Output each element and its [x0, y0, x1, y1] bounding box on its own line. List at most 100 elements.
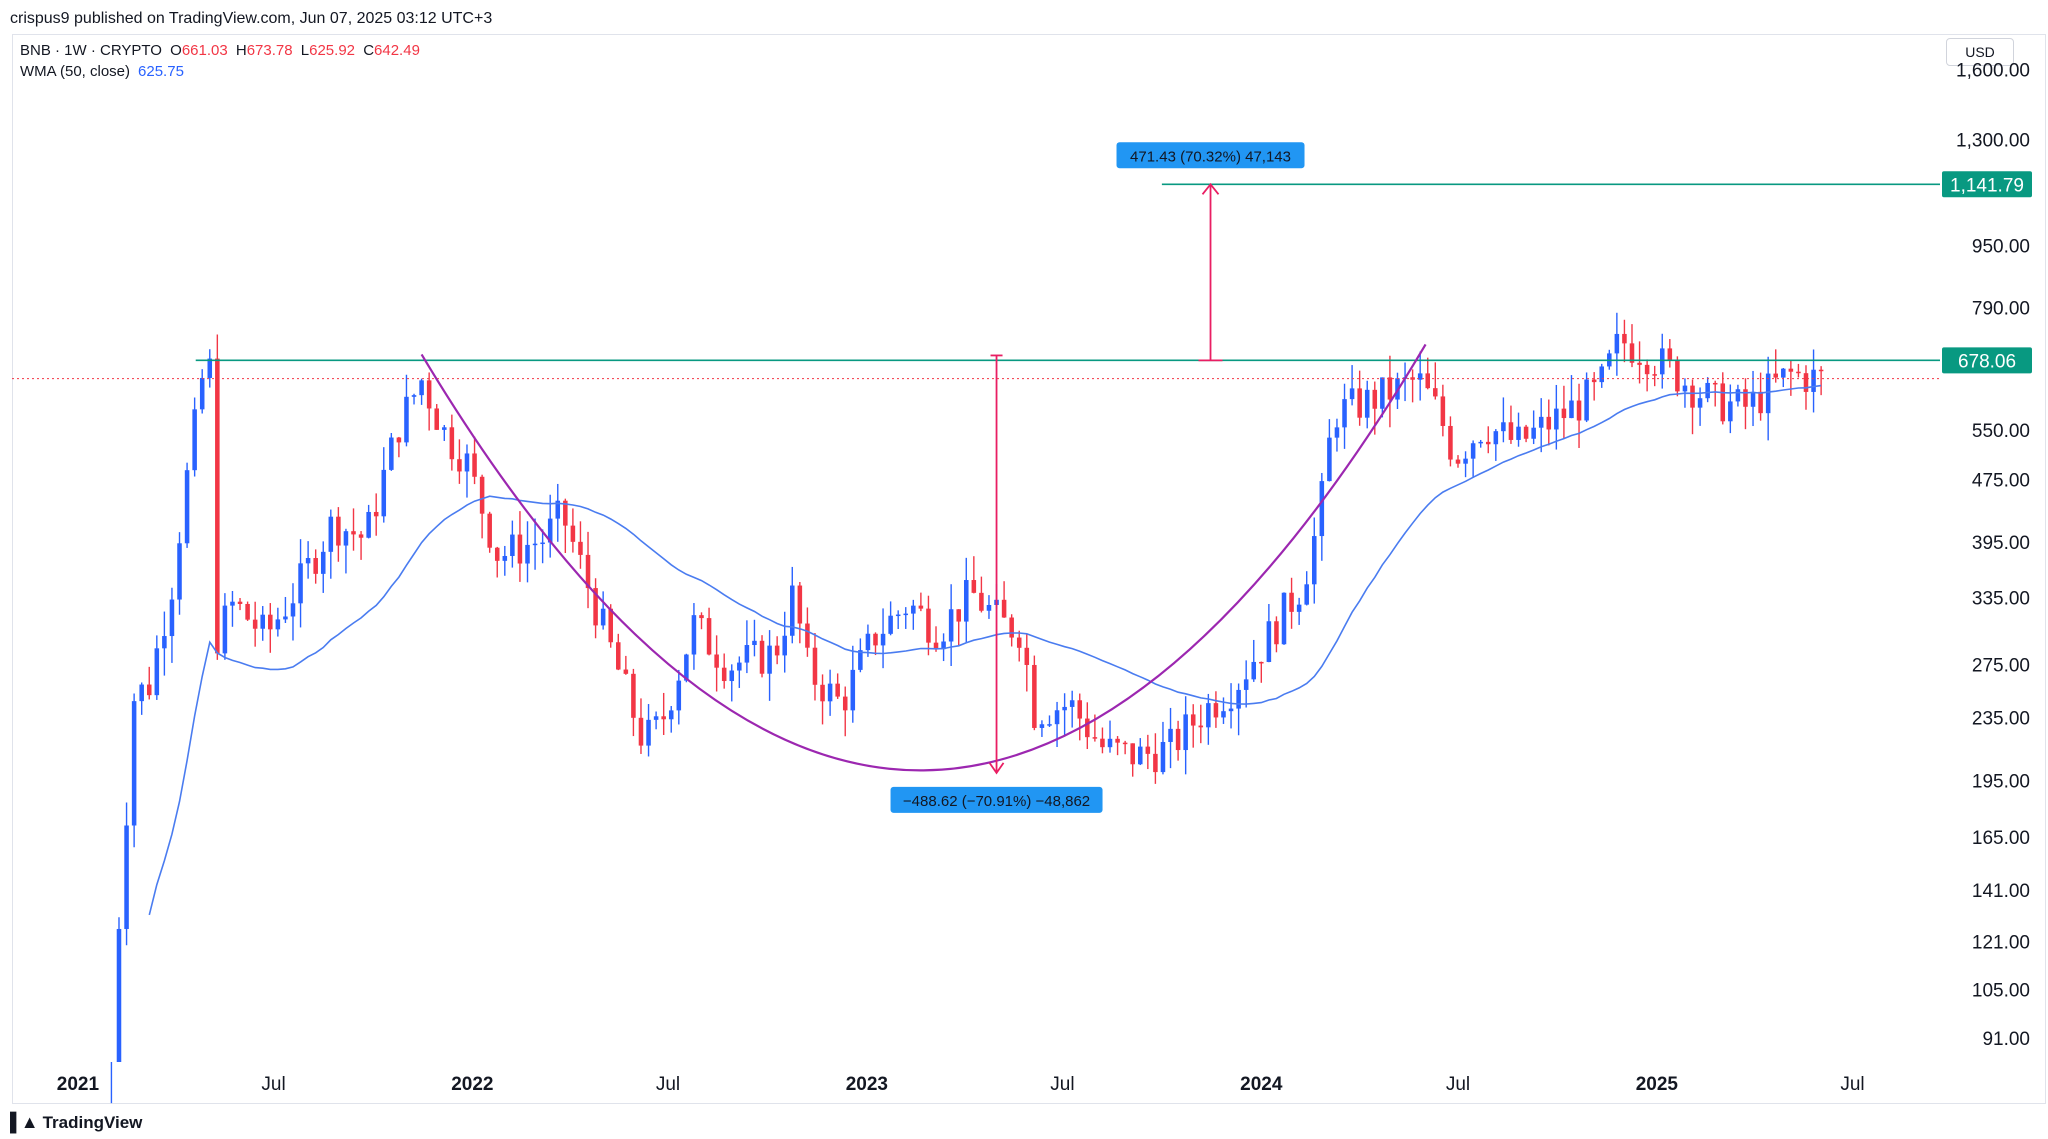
candle-body [1327, 437, 1332, 482]
indicator-row: WMA (50, close) 625.75 [20, 61, 420, 82]
wma-value: 625.75 [138, 63, 184, 80]
candle-body [1047, 724, 1052, 726]
candle-body [842, 696, 848, 711]
y-tick-label: 105.00 [1972, 981, 2030, 1002]
candle-body [192, 409, 197, 471]
candle-body [1349, 388, 1355, 400]
candle-body [1032, 664, 1037, 728]
candle-body [964, 580, 969, 622]
candle-body [1599, 366, 1605, 383]
candle-body [1100, 738, 1105, 748]
candle-body [1622, 333, 1627, 344]
candle-body [1274, 621, 1279, 645]
candle-body [1735, 389, 1741, 402]
candle-body [479, 476, 485, 514]
candle-body [1644, 364, 1650, 375]
candle-body [1183, 714, 1188, 751]
low-label: L [300, 42, 310, 59]
candle-body [1470, 443, 1476, 459]
publish-info: crispus9 published on TradingView.com, J… [10, 10, 493, 27]
y-tick-label: 335.00 [1972, 589, 2030, 610]
candle-body [215, 358, 220, 654]
candle-body [805, 623, 810, 648]
currency-button[interactable]: USD [1946, 38, 2014, 66]
candle-body [1425, 373, 1431, 389]
candle-body [1773, 373, 1779, 378]
candle-body [1054, 710, 1060, 725]
candle-body [1311, 536, 1317, 585]
candle-body [1380, 377, 1385, 409]
candle-body [1781, 368, 1786, 378]
x-tick-label: 2024 [1240, 1074, 1283, 1095]
candle-body [812, 647, 818, 685]
candle-body [593, 588, 598, 626]
measure-up-label: 471.43 (70.32%) 47,143 [1130, 148, 1291, 165]
candle-body [1591, 379, 1597, 383]
candle-body [1357, 388, 1362, 418]
low-value: 625.92 [309, 42, 356, 59]
candle-body [1765, 373, 1771, 414]
candle-body [1296, 604, 1302, 612]
candle-body [1493, 431, 1499, 445]
y-tick-label: 275.00 [1972, 655, 2030, 676]
wma-label[interactable]: WMA (50, close) [20, 63, 131, 80]
candle-body [1198, 725, 1204, 728]
candle-body [1342, 399, 1347, 428]
candle-body [389, 437, 394, 470]
candle-body [283, 616, 288, 620]
candle-body [1001, 599, 1007, 618]
candle-body [1659, 348, 1665, 375]
candle-body [638, 717, 644, 746]
candle-body [774, 645, 780, 656]
candle-body [1576, 400, 1582, 421]
open-label: O [170, 42, 182, 59]
resistance-price-tag: 678.06 [1958, 351, 2016, 372]
price-chart[interactable]: 91.00 105.00 121.00 141.00 165.00 195.00 235.0… [0, 0, 2048, 1110]
candle-body [268, 614, 273, 630]
candle-body [1667, 348, 1673, 360]
candle-body [199, 377, 205, 410]
candle-body [275, 619, 281, 630]
candle-body [1387, 377, 1393, 400]
candle-body [1289, 592, 1294, 612]
candle-body [797, 585, 803, 624]
x-tick-label: 2025 [1636, 1074, 1679, 1095]
candle-body [744, 645, 750, 663]
candle-body [570, 525, 576, 542]
candle-body [1334, 427, 1340, 438]
candle-body [320, 551, 326, 574]
candle-body [1092, 737, 1098, 739]
x-tick-label: 2021 [57, 1074, 100, 1095]
candle-body [1516, 426, 1521, 440]
candle-body [676, 680, 682, 711]
candle-body [956, 609, 961, 622]
candle-body [1304, 584, 1309, 605]
candle-body [1448, 425, 1453, 460]
y-tick-label: 165.00 [1972, 828, 2030, 849]
candle-body [782, 635, 787, 656]
candle-body [245, 603, 250, 620]
candle-body [290, 603, 296, 617]
candle-body [691, 615, 697, 655]
candle-body [1137, 746, 1143, 765]
candle-body [1546, 416, 1552, 430]
candle-body [124, 825, 129, 929]
target-price-tag-bg [1942, 171, 2032, 198]
candle-body [1743, 389, 1748, 407]
symbol-name[interactable]: BNB · 1W · CRYPTO [20, 42, 162, 59]
candle-body [1266, 621, 1272, 662]
candle-body [699, 615, 704, 619]
high-value: 673.78 [246, 42, 293, 59]
candle-body [1455, 459, 1461, 464]
candle-body [971, 580, 977, 593]
candle-body [1463, 458, 1468, 464]
candle-body [1614, 333, 1620, 354]
candle-body [1554, 408, 1559, 430]
y-tick-label: 790.00 [1972, 299, 2030, 320]
candle-body [1796, 371, 1801, 374]
candle-body [154, 648, 160, 696]
candle-body [767, 645, 772, 674]
y-tick-label: 475.00 [1972, 471, 2030, 492]
tradingview-brand: ▌▲ TradingView [10, 1112, 142, 1133]
y-tick-label: 141.00 [1972, 881, 2030, 902]
